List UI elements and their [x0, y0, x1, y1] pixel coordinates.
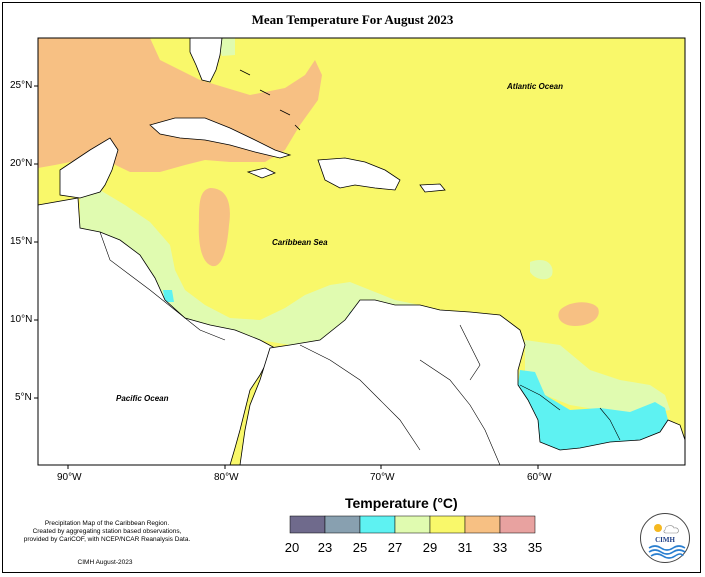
cool-zone-panama [163, 290, 174, 302]
legend-tick-35: 35 [527, 540, 543, 555]
mild-zone-lesser-antilles [530, 259, 553, 280]
label-atlantic-ocean: Atlantic Ocean [507, 82, 564, 91]
legend-bar [289, 515, 536, 534]
credit-text: Precipitation Map of the Caribbean Regio… [12, 520, 202, 544]
legend-tick-25: 25 [352, 540, 368, 555]
cimh-logo-label: CIMH [655, 536, 675, 544]
legend-swatch-25-27 [359, 515, 396, 534]
mild-zone-guianas [525, 340, 670, 415]
mild-zone-central-america [80, 190, 445, 345]
lon-label-80w: 80°W [214, 472, 239, 483]
lat-label-15n: 15°N [10, 236, 33, 247]
label-pacific-ocean: Pacific Ocean [116, 394, 169, 403]
lon-label-90w: 90°W [57, 472, 82, 483]
label-caribbean-sea: Caribbean Sea [272, 238, 328, 247]
warm-zone-west-caribbean [198, 188, 230, 267]
lon-label-60w: 60°W [527, 472, 552, 483]
legend-tick-20: 20 [284, 540, 300, 555]
cimh-logo: CIMH [640, 513, 690, 563]
credit-line-3: provided by CariCOF, with NCEP/NCAR Rean… [23, 536, 191, 543]
map-title: Mean Temperature For August 2023 [251, 12, 454, 27]
central-america [37, 197, 276, 466]
bahamas [239, 69, 301, 131]
cool-zone-guianas [518, 370, 668, 450]
credit-footer: CIMH August-2023 [77, 559, 133, 566]
longitude-ticks [67, 465, 539, 469]
legend-swatch-27-29 [394, 515, 431, 534]
cimh-logo-icon [648, 524, 686, 559]
lon-label-70w: 70°W [370, 472, 395, 483]
legend-tick-27: 27 [387, 540, 403, 555]
jamaica [246, 167, 276, 179]
yucatan [59, 137, 119, 199]
legend-swatch-23-25 [324, 515, 361, 534]
legend-swatch-31-33 [464, 515, 501, 534]
legend-tick-23: 23 [317, 540, 333, 555]
lat-label-20n: 20°N [10, 158, 33, 169]
lat-label-10n: 10°N [10, 314, 33, 325]
land-masses [37, 37, 686, 466]
legend-swatch-29-31 [429, 515, 466, 534]
hispaniola [317, 157, 401, 191]
latitude-ticks [34, 85, 38, 399]
country-borders [99, 231, 621, 466]
puerto-rico [419, 183, 446, 193]
lat-label-25n: 25°N [10, 80, 33, 91]
credit-line-2: Created by aggregating station based obs… [32, 528, 182, 535]
warm-zone-atlantic [558, 302, 599, 326]
legend-tick-33: 33 [492, 540, 508, 555]
florida [189, 37, 223, 83]
legend-tick-29: 29 [422, 540, 438, 555]
legend-swatch-20-23 [289, 515, 326, 534]
credit-line-1: Precipitation Map of the Caribbean Regio… [44, 520, 170, 527]
map-border [37, 37, 686, 466]
legend-title: Temperature (°C) [345, 495, 458, 511]
legend-tick-31: 31 [457, 540, 473, 555]
legend-swatch-33-35 [499, 515, 536, 534]
lat-label-5n: 5°N [15, 392, 32, 403]
cuba [149, 117, 292, 159]
